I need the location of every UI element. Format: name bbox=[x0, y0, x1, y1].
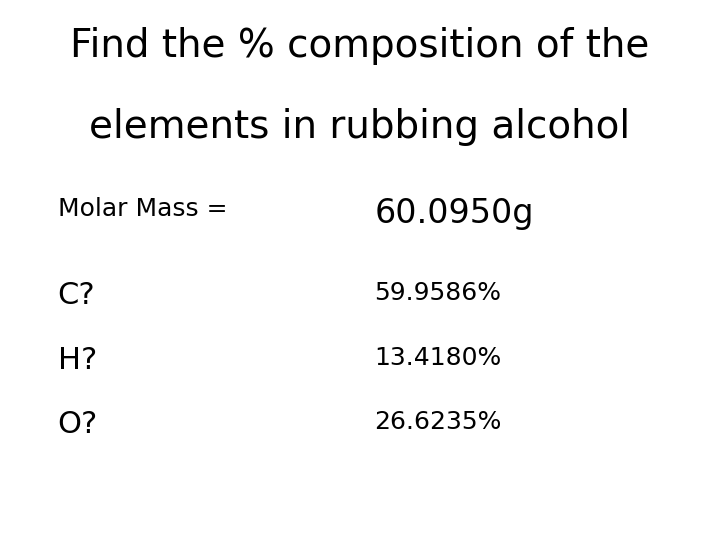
Text: elements in rubbing alcohol: elements in rubbing alcohol bbox=[89, 108, 631, 146]
Text: Find the % composition of the: Find the % composition of the bbox=[71, 27, 649, 65]
Text: C?: C? bbox=[58, 281, 95, 310]
Text: O?: O? bbox=[58, 410, 98, 440]
Text: 13.4180%: 13.4180% bbox=[374, 346, 502, 369]
Text: 60.0950g: 60.0950g bbox=[374, 197, 534, 230]
Text: 59.9586%: 59.9586% bbox=[374, 281, 501, 305]
Text: Molar Mass =: Molar Mass = bbox=[58, 197, 227, 221]
Text: 26.6235%: 26.6235% bbox=[374, 410, 502, 434]
Text: H?: H? bbox=[58, 346, 97, 375]
